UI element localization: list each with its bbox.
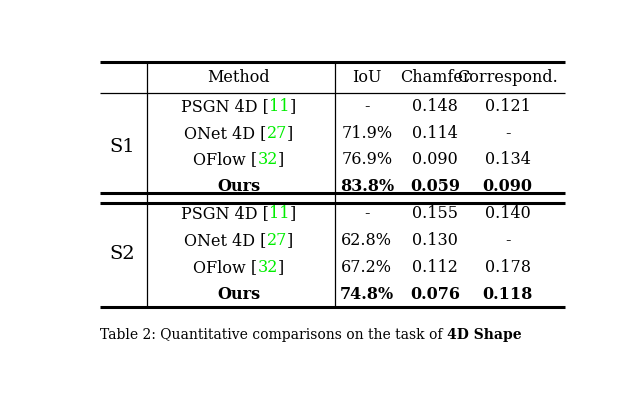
Text: PSGN 4D [: PSGN 4D [ [181, 98, 269, 115]
Text: 0.090: 0.090 [483, 178, 532, 195]
Text: -: - [505, 232, 510, 249]
Text: 0.134: 0.134 [484, 152, 531, 168]
Text: Table 2: Quantitative comparisons on the task of: Table 2: Quantitative comparisons on the… [100, 328, 447, 343]
Text: 74.8%: 74.8% [340, 286, 394, 303]
Text: -: - [364, 205, 369, 222]
Text: -: - [505, 125, 510, 142]
Text: 67.2%: 67.2% [341, 259, 392, 276]
Text: 0.148: 0.148 [412, 98, 458, 115]
Text: S2: S2 [109, 245, 135, 263]
Text: ]: ] [278, 259, 284, 276]
Text: 4D Shape: 4D Shape [447, 328, 522, 343]
Text: 0.059: 0.059 [410, 178, 460, 195]
Text: Ours: Ours [217, 178, 260, 195]
Text: 32: 32 [257, 259, 278, 276]
Text: 0.121: 0.121 [484, 98, 531, 115]
Text: Method: Method [207, 69, 270, 86]
Text: 0.112: 0.112 [412, 259, 458, 276]
Text: ]: ] [287, 232, 293, 249]
Text: 71.9%: 71.9% [341, 125, 392, 142]
Text: OFlow [: OFlow [ [193, 259, 257, 276]
Text: 11: 11 [269, 205, 290, 222]
Text: 0.130: 0.130 [412, 232, 458, 249]
Text: Correspond.: Correspond. [457, 69, 558, 86]
Text: ]: ] [290, 98, 296, 115]
Text: PSGN 4D [: PSGN 4D [ [181, 205, 269, 222]
Text: OFlow [: OFlow [ [193, 152, 257, 168]
Text: 83.8%: 83.8% [340, 178, 394, 195]
Text: 0.114: 0.114 [412, 125, 458, 142]
Text: ONet 4D [: ONet 4D [ [184, 125, 267, 142]
Text: 11: 11 [269, 98, 290, 115]
Text: 76.9%: 76.9% [341, 152, 392, 168]
Text: ]: ] [278, 152, 284, 168]
Text: -: - [364, 98, 369, 115]
Text: 0.090: 0.090 [412, 152, 458, 168]
Text: 0.155: 0.155 [412, 205, 458, 222]
Text: S1: S1 [109, 137, 135, 156]
Text: 0.140: 0.140 [484, 205, 531, 222]
Text: IoU: IoU [352, 69, 381, 86]
Text: 27: 27 [267, 125, 287, 142]
Text: 32: 32 [257, 152, 278, 168]
Text: ]: ] [287, 125, 293, 142]
Text: 0.178: 0.178 [484, 259, 531, 276]
Text: Ours: Ours [217, 286, 260, 303]
Text: 62.8%: 62.8% [341, 232, 392, 249]
Text: 27: 27 [267, 232, 287, 249]
Text: 0.076: 0.076 [410, 286, 460, 303]
Text: 0.118: 0.118 [483, 286, 532, 303]
Text: ]: ] [290, 205, 296, 222]
Text: ONet 4D [: ONet 4D [ [184, 232, 267, 249]
Text: Chamfer: Chamfer [400, 69, 470, 86]
